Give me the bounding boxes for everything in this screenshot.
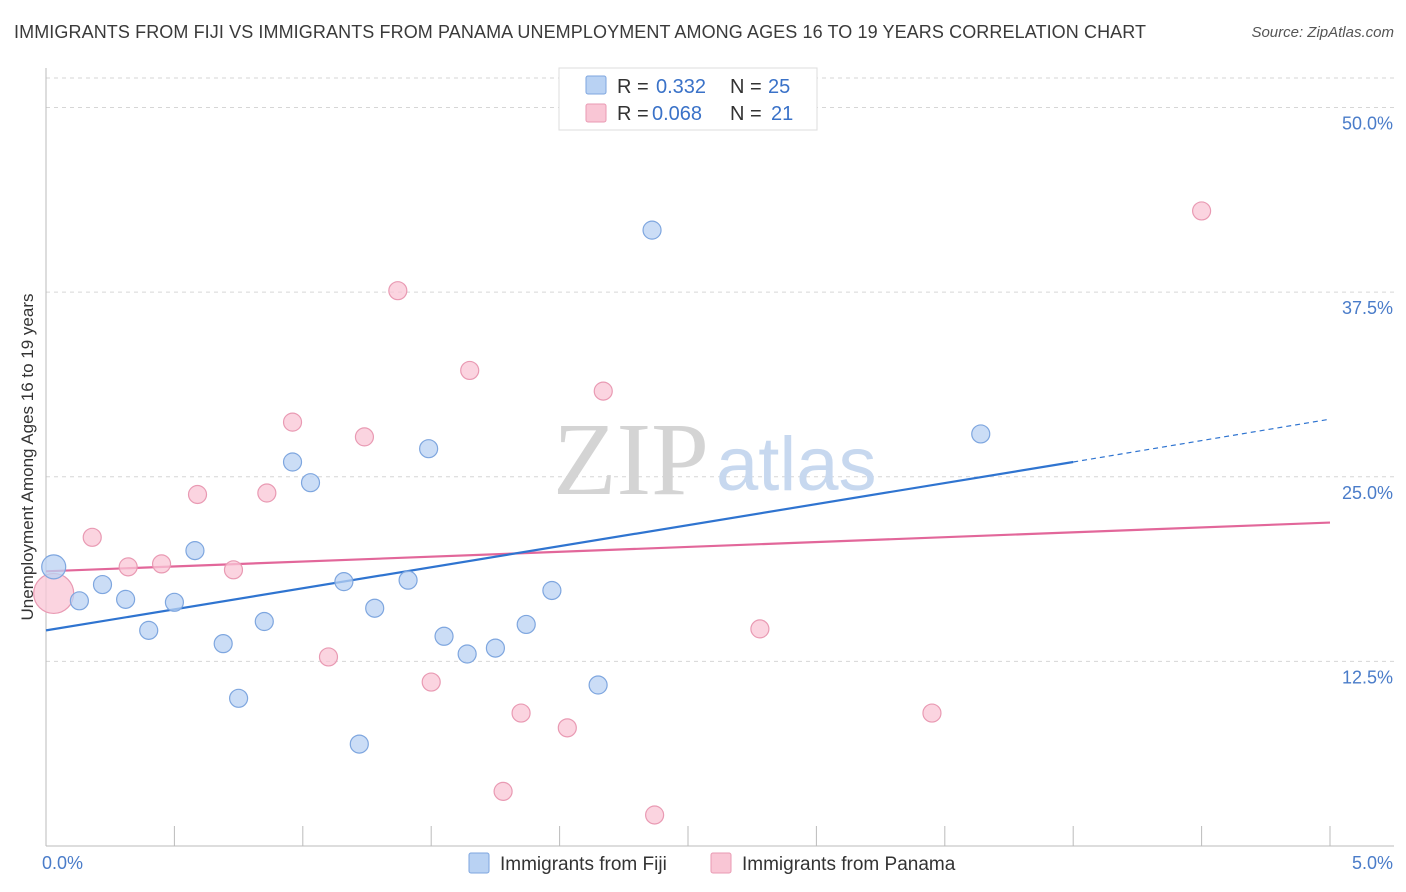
gridlines xyxy=(46,77,1394,662)
point-panama-17 xyxy=(645,805,665,825)
point-fiji-2 xyxy=(92,574,113,595)
trend-lines xyxy=(45,418,1331,632)
y-tick-label-1: 25.0% xyxy=(1342,483,1393,503)
point-fiji-11 xyxy=(300,473,321,493)
point-panama-1 xyxy=(82,527,102,547)
legend-panama-swatch xyxy=(585,103,607,123)
point-fiji-0 xyxy=(41,554,67,580)
point-fiji-5 xyxy=(164,592,184,612)
point-fiji-12 xyxy=(334,572,354,592)
point-panama-9 xyxy=(354,427,375,447)
point-fiji-18 xyxy=(457,644,477,664)
trend-line-panama xyxy=(45,521,1331,573)
axes xyxy=(45,68,1394,847)
point-fiji-22 xyxy=(588,675,608,695)
x-tick-label-1: 5.0% xyxy=(1352,853,1393,873)
watermark-zip: ZIP xyxy=(553,402,709,517)
point-fiji-6 xyxy=(185,541,205,561)
point-panama-13 xyxy=(493,781,513,801)
point-fiji-24 xyxy=(971,424,991,444)
legend-fiji-r-label: R = xyxy=(617,76,649,98)
point-fiji-19 xyxy=(485,638,505,658)
correlation-legend: R = 0.332 N = 25 R = 0.068 N = 21 xyxy=(558,67,818,131)
point-fiji-14 xyxy=(365,598,385,618)
source-label: Source: ZipAtlas.com xyxy=(1251,24,1394,41)
legend-panama-n-value: 21 xyxy=(771,103,793,125)
point-fiji-23 xyxy=(642,220,662,240)
point-panama-5 xyxy=(223,560,244,580)
point-fiji-15 xyxy=(398,570,418,590)
point-fiji-1 xyxy=(69,591,89,611)
point-panama-20 xyxy=(1191,201,1212,221)
watermark-atlas: atlas xyxy=(716,422,877,507)
watermark: ZIP atlas xyxy=(553,402,877,517)
legend-fiji-r-value: 0.332 xyxy=(656,76,706,98)
y-tick-label-2: 37.5% xyxy=(1342,298,1393,318)
point-fiji-17 xyxy=(434,626,454,646)
point-fiji-8 xyxy=(229,688,249,708)
bottom-legend-fiji-swatch xyxy=(468,852,490,874)
point-panama-4 xyxy=(187,484,208,505)
legend-panama-n-label: N = xyxy=(730,103,762,125)
series-legend: Immigrants from Fiji Immigrants from Pan… xyxy=(468,852,956,875)
point-panama-3 xyxy=(151,554,172,574)
point-fiji-9 xyxy=(254,611,274,632)
y-tick-labels: 12.5% 25.0% 37.5% 50.0% xyxy=(1342,114,1393,688)
bottom-legend-fiji-label: Immigrants from Fiji xyxy=(500,854,667,875)
x-tick-label-0: 0.0% xyxy=(42,853,83,873)
legend-panama-r-label: R = xyxy=(617,103,649,125)
legend-panama-r-value: 0.068 xyxy=(652,103,702,125)
chart-title: IMMIGRANTS FROM FIJI VS IMMIGRANTS FROM … xyxy=(14,22,1147,42)
point-panama-7 xyxy=(282,412,303,432)
trend-line-fiji-extension xyxy=(1073,418,1331,463)
point-panama-16 xyxy=(593,381,613,401)
point-fiji-21 xyxy=(542,580,562,601)
data-points xyxy=(33,201,1212,825)
y-axis-label: Unemployment Among Ages 16 to 19 years xyxy=(18,294,37,621)
point-fiji-13 xyxy=(349,734,369,754)
point-panama-19 xyxy=(922,703,942,723)
point-fiji-20 xyxy=(516,614,536,635)
point-fiji-10 xyxy=(282,452,303,472)
point-panama-10 xyxy=(388,281,408,301)
point-panama-6 xyxy=(257,483,277,503)
legend-fiji-n-label: N = xyxy=(730,76,762,98)
point-panama-18 xyxy=(750,619,770,639)
point-panama-2 xyxy=(118,557,138,577)
bottom-legend-panama-label: Immigrants from Panama xyxy=(742,854,956,875)
y-tick-label-3: 50.0% xyxy=(1342,114,1393,134)
point-fiji-4 xyxy=(139,620,159,640)
point-panama-14 xyxy=(511,703,531,723)
point-fiji-3 xyxy=(116,589,136,609)
point-panama-15 xyxy=(557,718,577,738)
point-panama-8 xyxy=(318,647,339,667)
y-tick-label-0: 12.5% xyxy=(1342,667,1393,687)
trend-line-fiji xyxy=(45,460,1074,632)
point-panama-11 xyxy=(421,672,441,692)
bottom-legend-panama-swatch xyxy=(710,852,732,874)
point-fiji-7 xyxy=(213,634,233,654)
legend-fiji-n-value: 25 xyxy=(768,76,790,98)
legend-fiji-swatch xyxy=(585,75,607,95)
point-panama-12 xyxy=(460,360,480,381)
point-fiji-16 xyxy=(419,439,439,459)
x-tick-labels: 0.0% 5.0% xyxy=(42,853,1393,873)
